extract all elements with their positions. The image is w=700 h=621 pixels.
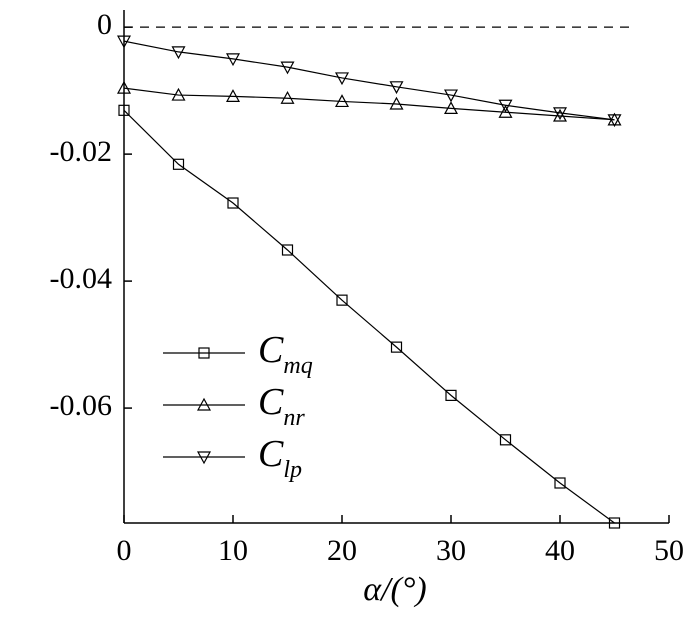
y-tick-label: -0.06 [50, 389, 113, 422]
marker [390, 341, 403, 353]
marker [196, 451, 212, 465]
x-tick-label: 50 [654, 534, 684, 567]
marker [389, 96, 404, 110]
legend-label: Cnr [258, 381, 305, 431]
marker [116, 80, 132, 94]
marker [445, 389, 457, 401]
marker [443, 101, 459, 115]
series-line [123, 40, 615, 121]
marker [443, 89, 459, 103]
marker [607, 114, 622, 128]
marker [552, 107, 568, 121]
marker [334, 94, 350, 108]
x-tick-label: 40 [545, 534, 575, 567]
legend-label-main: C [258, 433, 284, 475]
marker [118, 104, 130, 116]
x-tick-label: 30 [436, 534, 466, 567]
marker [280, 61, 295, 75]
marker [336, 294, 348, 306]
x-tick-label: 10 [218, 534, 248, 567]
legend-label: Clp [258, 433, 302, 483]
marker [225, 53, 241, 67]
marker [172, 158, 185, 170]
marker [498, 99, 513, 113]
legend-label-sub: mq [283, 353, 312, 379]
marker [552, 108, 568, 122]
marker [498, 104, 513, 118]
marker [554, 477, 566, 489]
y-tick-label: -0.02 [50, 135, 113, 168]
y-tick-label: 0 [97, 8, 112, 41]
y-tick-label: -0.04 [50, 262, 113, 295]
marker [171, 87, 186, 101]
series-line [123, 87, 615, 121]
x-tick-label: 20 [327, 534, 357, 567]
marker [171, 46, 186, 60]
marker [198, 347, 210, 359]
marker [196, 397, 212, 411]
legend-label-main: C [258, 329, 284, 371]
x-axis-label: α/(°) [363, 571, 427, 608]
marker [227, 197, 239, 209]
legend-label: Cmq [258, 329, 313, 379]
x-tick-label: 0 [117, 534, 132, 567]
legend-label-sub: nr [283, 405, 305, 431]
marker [281, 244, 294, 256]
marker [280, 90, 295, 104]
legend-label-sub: lp [283, 457, 302, 483]
marker [225, 89, 241, 102]
marker [499, 434, 512, 446]
marker [116, 35, 132, 49]
marker [334, 72, 350, 86]
legend-label-main: C [258, 381, 284, 423]
series-line [123, 109, 615, 524]
marker [389, 81, 404, 95]
marker [608, 517, 621, 529]
